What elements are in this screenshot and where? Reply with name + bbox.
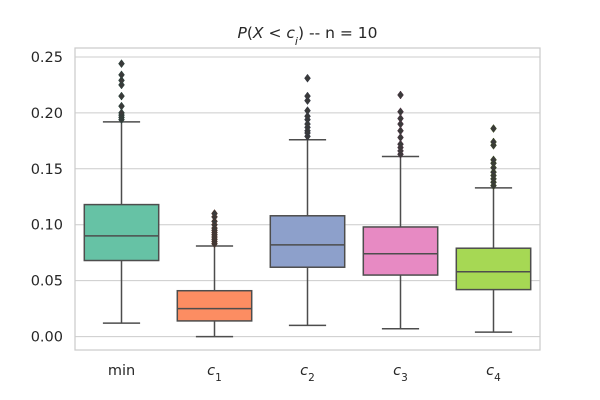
x-axis: min c1 c2 c3 c4: [108, 363, 501, 384]
box-iqr: [176, 289, 253, 322]
box-group-3: [362, 90, 439, 330]
outlier-point: [118, 70, 125, 80]
box-iqr: [269, 215, 346, 268]
y-tick-label: 0.10: [31, 218, 63, 234]
box-group-4: [455, 124, 532, 333]
y-tick-label: 0.15: [31, 162, 63, 178]
title-part: P: [238, 24, 248, 42]
outlier-point: [118, 76, 125, 85]
outlier-point: [304, 96, 311, 105]
outlier-point: [490, 155, 497, 165]
x-tick-label: c3: [393, 363, 408, 384]
outlier-point: [397, 139, 404, 149]
outlier-point: [397, 133, 404, 142]
x-tick-label: c4: [486, 363, 501, 384]
x-tick-label: c2: [300, 363, 315, 384]
y-axis: 0.00 0.05 0.10 0.15 0.20 0.25: [31, 50, 63, 346]
outlier-point: [211, 209, 218, 218]
box-series: [83, 59, 532, 338]
title-part: (: [247, 24, 253, 42]
outlier-point: [118, 59, 125, 69]
x-tick-base: c: [393, 363, 401, 379]
box-group-2: [269, 73, 346, 327]
outlier-point: [397, 114, 404, 123]
x-tick-label: min: [108, 363, 135, 379]
chart-title: P(X < ci) -- n = 10: [238, 24, 378, 48]
outlier-point: [490, 167, 497, 177]
x-tick-base: c: [300, 363, 308, 379]
box-iqr: [362, 226, 439, 276]
x-tick-subscript: 3: [401, 372, 408, 384]
title-part: ): [298, 24, 304, 42]
x-tick-subscript: 2: [308, 372, 315, 384]
outlier-point: [490, 137, 497, 147]
outlier-point: [118, 80, 125, 90]
title-part: X: [252, 24, 264, 42]
x-tick-label: c1: [207, 363, 222, 384]
outlier-point: [211, 216, 218, 226]
x-tick-subscript: 1: [215, 372, 222, 384]
x-tick-subscript: 4: [494, 372, 501, 384]
plot-frame: [74, 47, 541, 351]
box-group-0: [83, 59, 160, 324]
outlier-point: [397, 90, 404, 100]
outlier-point: [490, 163, 497, 173]
box-iqr: [83, 203, 160, 262]
outlier-point: [397, 107, 404, 117]
box-iqr: [455, 247, 532, 291]
outlier-point: [304, 91, 311, 101]
x-tick-base: c: [486, 363, 494, 379]
title-part: <: [264, 24, 287, 42]
title-part: -- n = 10: [304, 24, 377, 42]
outlier-point: [304, 73, 311, 83]
y-tick-label: 0.25: [31, 50, 63, 66]
outlier-point: [397, 126, 404, 136]
y-tick-label: 0.00: [31, 330, 63, 346]
y-tick-label: 0.05: [31, 274, 63, 290]
x-tick-base: c: [207, 363, 215, 379]
box-group-1: [176, 209, 253, 338]
outlier-point: [304, 119, 311, 129]
outlier-point: [304, 106, 311, 116]
x-tick-base: min: [108, 363, 135, 379]
outlier-point: [490, 124, 497, 133]
y-tick-label: 0.20: [31, 106, 63, 122]
title-part: i: [295, 35, 298, 48]
title-part: c: [286, 24, 295, 42]
outlier-point: [118, 101, 125, 111]
outlier-point: [118, 108, 125, 118]
outlier-point: [304, 111, 311, 121]
outlier-point: [397, 119, 404, 129]
outlier-point: [118, 91, 125, 101]
